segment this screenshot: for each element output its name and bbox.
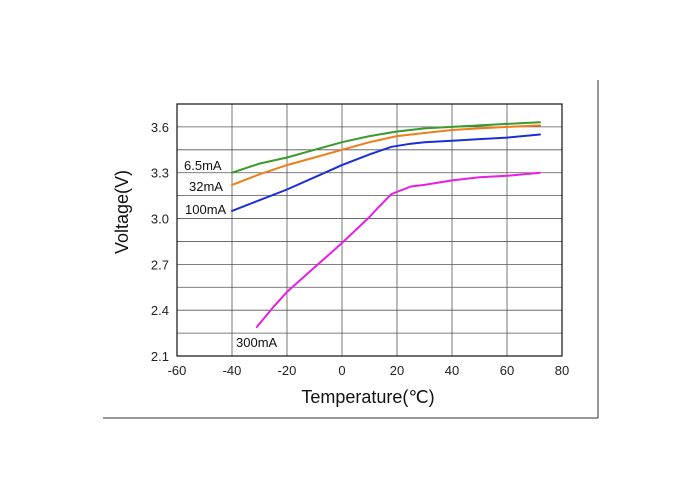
y-tick-label: 2.4 xyxy=(151,303,169,318)
x-tick-label: 60 xyxy=(500,363,514,378)
series-label-300ma: 300mA xyxy=(236,335,278,350)
y-tick-label: 2.1 xyxy=(151,349,169,364)
x-tick-label: -20 xyxy=(278,363,297,378)
x-tick-label: -40 xyxy=(223,363,242,378)
tick-labels: -60 -40 -20 0 20 40 60 80 2.1 2.4 2.7 3.0 3.3 3.6 xyxy=(151,120,569,378)
series-lines xyxy=(231,121,541,328)
y-axis-title: Voltage(V) xyxy=(112,170,132,254)
x-tick-label: 20 xyxy=(390,363,404,378)
y-tick-label: 3.0 xyxy=(151,212,169,227)
x-tick-label: 0 xyxy=(338,363,345,378)
series-label-100ma: 100mA xyxy=(185,202,227,217)
y-tick-label: 3.3 xyxy=(151,166,169,181)
series-line-6-5ma xyxy=(231,121,541,174)
x-tick-label: 40 xyxy=(445,363,459,378)
series-label-6-5ma: 6.5mA xyxy=(184,158,222,173)
y-tick-label: 3.6 xyxy=(151,120,169,135)
series-line-100ma xyxy=(231,133,541,212)
series-line-32ma xyxy=(231,124,541,186)
plot-area-border xyxy=(176,103,563,357)
x-tick-label: 80 xyxy=(555,363,569,378)
series-label-32ma: 32mA xyxy=(189,179,223,194)
x-tick-label: -60 xyxy=(168,363,187,378)
x-axis-title: Temperature(℃) xyxy=(301,387,434,407)
series-line-300ma xyxy=(255,171,541,328)
y-tick-label: 2.7 xyxy=(151,257,169,272)
